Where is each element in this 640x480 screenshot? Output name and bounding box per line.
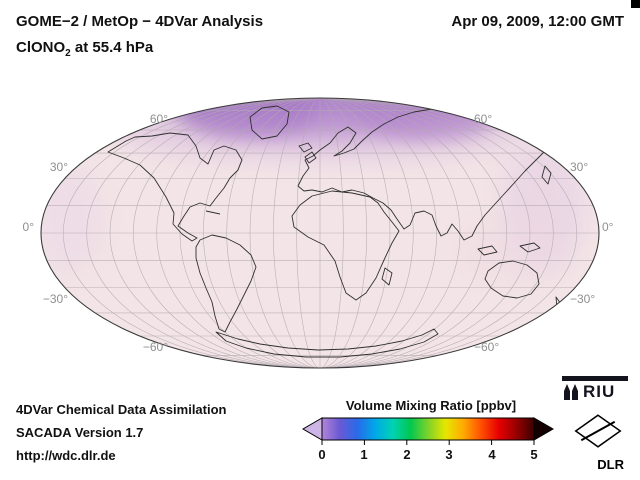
lat-label-30n-left: 30°	[49, 160, 68, 174]
dlr-mark-icon	[574, 414, 622, 448]
colorbar-left-arrow	[302, 417, 323, 441]
colorbar-tick-0: 0	[318, 447, 326, 462]
species-subscript: 2	[65, 48, 71, 59]
colorbar-gradient-bar	[321, 417, 535, 441]
lat-label-60n-left: 60°	[149, 112, 168, 126]
lat-label-60s-right: −60°	[474, 340, 500, 354]
colorbar-tick-5: 5	[530, 447, 538, 462]
island-madagascar	[381, 267, 393, 286]
colorbar	[302, 417, 554, 445]
map-boundary	[40, 97, 600, 369]
colorbar-tick-3: 3	[445, 447, 453, 462]
field-midlat-west	[41, 163, 102, 273]
continent-south-america	[195, 234, 257, 333]
island-greenland	[249, 105, 290, 140]
island-new-guinea	[519, 242, 541, 253]
lat-label-30s-left: −30°	[42, 292, 68, 306]
dlr-logo-text: DLR	[597, 457, 624, 472]
continent-north-america	[107, 132, 243, 242]
riu-logo-text: RIU	[583, 382, 616, 401]
lat-label-eq-right: 0°	[602, 220, 614, 234]
page-title: GOME−2 / MetOp − 4DVar Analysis	[16, 13, 264, 30]
footer-line-assimilation: 4DVar Chemical Data Assimilation	[16, 402, 227, 417]
lat-label-30n-right: 30°	[570, 160, 589, 174]
dlr-logo: DLR	[570, 412, 624, 472]
coastlines	[107, 105, 567, 358]
colorbar-tick-1: 1	[360, 447, 368, 462]
corner-mark	[631, 0, 640, 8]
datetime-label: Apr 09, 2009, 12:00 GMT	[451, 13, 624, 30]
lat-label-eq-left: 0°	[22, 220, 34, 234]
species-name: ClONO	[16, 39, 66, 56]
continent-africa	[291, 190, 400, 301]
continent-eurasia	[297, 108, 552, 241]
colorbar-tick-2: 2	[403, 447, 411, 462]
continent-australia	[484, 260, 540, 299]
island-indonesia	[477, 245, 498, 256]
colorbar-tick-marks	[321, 440, 535, 445]
field-subtrop-pink	[453, 218, 563, 286]
page-subtitle: ClONO2 at 55.4 hPa	[16, 39, 153, 59]
footer-line-url: http://wdc.dlr.de	[16, 448, 116, 463]
lat-label-60n-right: 60°	[474, 112, 493, 126]
graticule	[41, 98, 599, 368]
island-iceland	[298, 142, 313, 153]
colorbar-title: Volume Mixing Ratio [ppbv]	[345, 398, 517, 413]
map-data-layer	[41, 98, 599, 368]
riu-logo-bar	[562, 376, 628, 381]
island-britain	[304, 151, 317, 164]
footer-line-version: SACADA Version 1.7	[16, 425, 144, 440]
lat-label-30s-right: −30°	[570, 292, 596, 306]
riu-logo: RIU	[562, 376, 628, 401]
colorbar-tick-4: 4	[488, 447, 496, 462]
pressure-level: at 55.4 hPa	[70, 39, 154, 56]
island-japan	[541, 165, 552, 185]
cathedral-icon	[564, 384, 578, 400]
lat-label-60s-left: −60°	[142, 340, 168, 354]
colorbar-right-arrow	[533, 417, 554, 441]
island-cuba	[205, 210, 221, 215]
continent-antarctica	[215, 328, 439, 358]
